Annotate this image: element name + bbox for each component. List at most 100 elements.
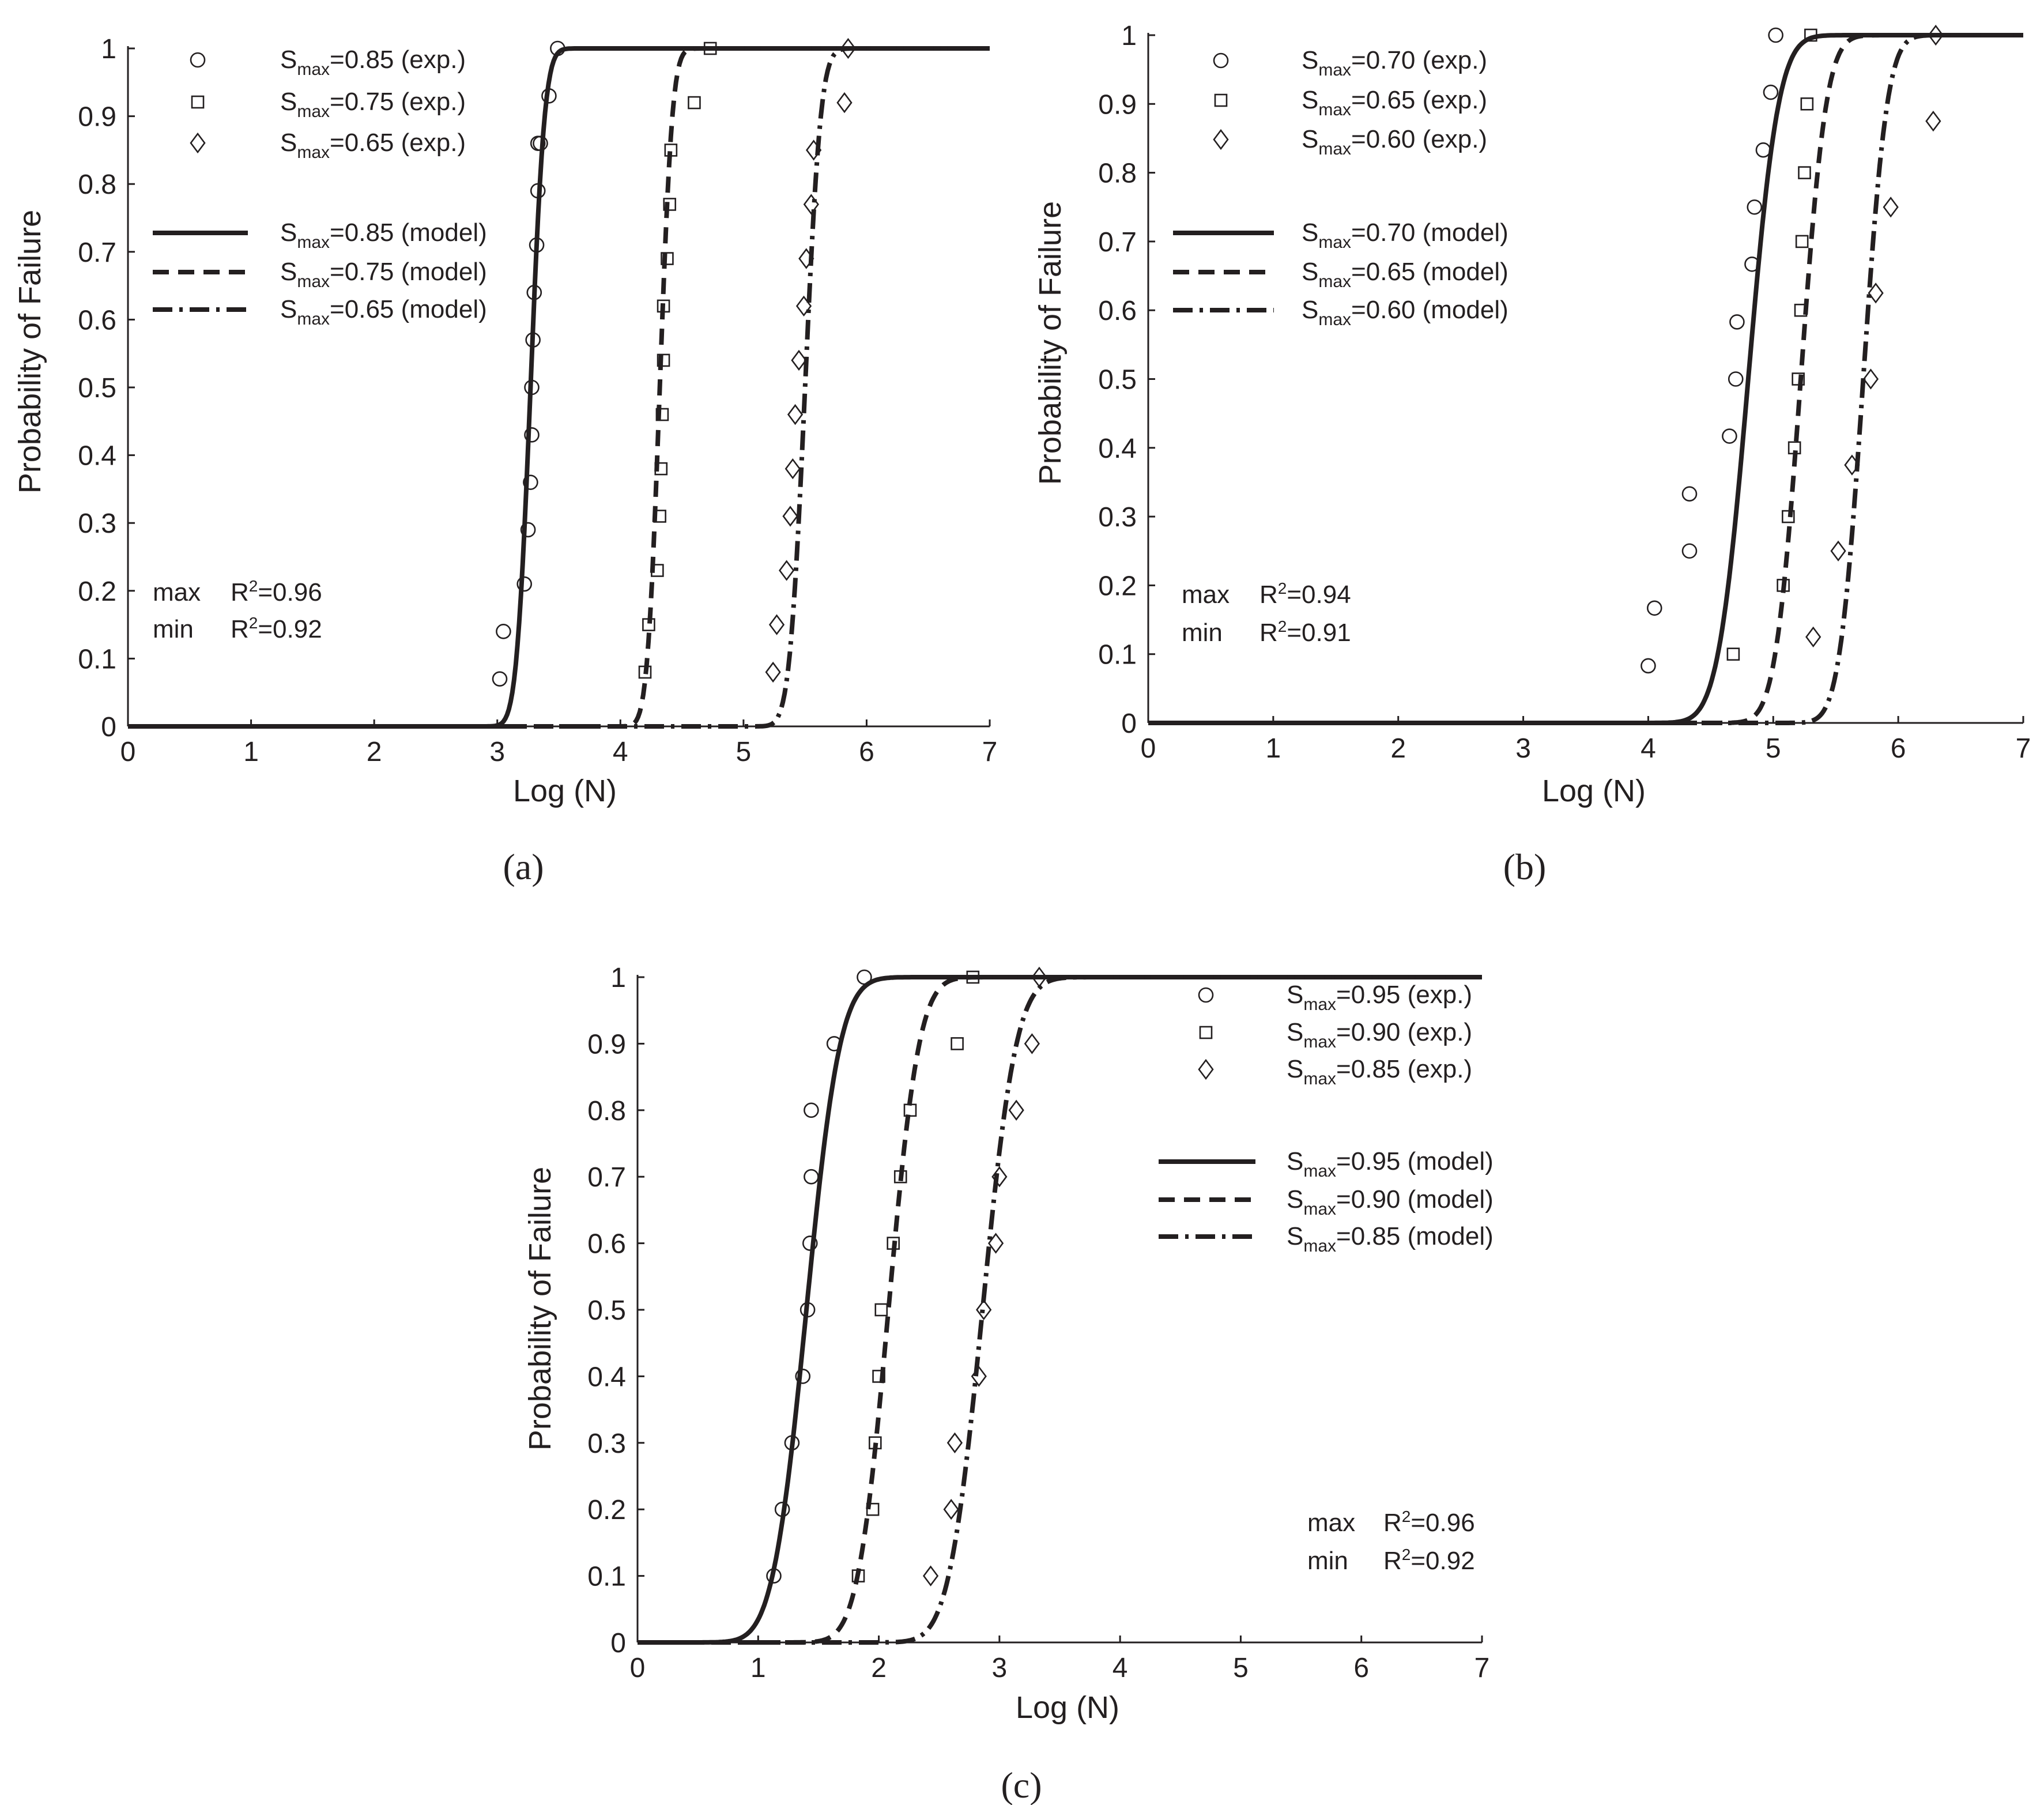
y-tick-label: 0.7 — [78, 238, 116, 268]
data-point-circle — [526, 285, 542, 300]
legend-marker-circle — [1213, 52, 1229, 69]
y-tick-label: 0 — [101, 712, 116, 743]
data-point-circle — [1763, 84, 1779, 100]
y-tick-label: 0.3 — [587, 1429, 626, 1459]
x-tick-label: 4 — [1641, 733, 1656, 764]
data-point-diamond — [836, 92, 853, 114]
legend-entry-exp: Smax=0.85 (exp.) — [280, 46, 466, 79]
data-point-square — [642, 618, 655, 631]
data-point-square — [966, 970, 980, 984]
y-tick-label: 0 — [1121, 709, 1137, 739]
legend-marker-square — [1199, 1026, 1213, 1039]
panel-label: (b) — [1503, 846, 1547, 887]
y-tick-label: 0.9 — [78, 102, 116, 133]
y-tick-label: 1 — [610, 963, 626, 993]
x-tick-label: 5 — [1233, 1653, 1249, 1683]
data-point-diamond — [840, 37, 857, 59]
y-tick-label: 0.1 — [1098, 640, 1137, 670]
data-point-diamond — [1844, 454, 1860, 476]
data-point-circle — [857, 969, 872, 985]
y-tick-label: 0.1 — [587, 1562, 626, 1592]
data-point-square — [1792, 372, 1805, 386]
data-point-circle — [1747, 199, 1763, 215]
data-point-diamond — [782, 506, 798, 527]
data-point-square — [663, 198, 677, 211]
legend-entry-exp: Smax=0.75 (exp.) — [280, 88, 466, 121]
data-point-square — [1782, 510, 1795, 523]
data-point-diamond — [987, 1233, 1004, 1254]
legend-entry-exp: Smax=0.70 (exp.) — [1302, 46, 1487, 80]
y-tick-label: 0.7 — [587, 1162, 626, 1193]
legend-entry-model: Smax=0.70 (model) — [1302, 218, 1509, 252]
data-point-diamond — [1883, 197, 1899, 218]
x-tick-label: 1 — [751, 1653, 766, 1683]
data-point-square — [872, 1370, 885, 1383]
data-point-diamond — [803, 194, 819, 215]
y-tick-label: 1 — [101, 34, 116, 65]
x-tick-label: 3 — [489, 737, 505, 767]
legend-entry-model: Smax=0.60 (model) — [1302, 296, 1509, 329]
x-tick-label: 2 — [367, 737, 382, 767]
data-point-square — [664, 144, 678, 157]
data-point-circle — [802, 1235, 818, 1251]
data-point-square — [1798, 166, 1811, 179]
x-tick-label: 0 — [120, 737, 136, 767]
y-tick-label: 0.7 — [1098, 227, 1137, 258]
panel-label: (a) — [503, 846, 544, 887]
data-point-diamond — [1024, 1033, 1040, 1054]
y-tick-label: 0.4 — [78, 441, 116, 472]
data-point-square — [1795, 235, 1809, 248]
data-point-square — [703, 42, 717, 55]
data-point-circle — [533, 135, 548, 151]
chart-panel-1: 0 1 2 3 4 5 6 7 0 0.1 0.2 0.3 0.4 0.5 0.6 0.7 0.8 0.9 1 Log… — [13, 34, 997, 887]
data-point-circle — [529, 237, 545, 253]
model-curve-dashed — [1148, 33, 2023, 725]
data-point-circle — [826, 1036, 842, 1052]
chart-panel-3: 0 1 2 3 4 5 6 7 0 0.1 0.2 0.3 0.4 0.5 0.6 0.7 0.8 0.9 1 Log… — [523, 963, 1494, 1805]
stat-r-squared: R2=0.92 — [1383, 1546, 1475, 1575]
data-point-square — [653, 510, 666, 523]
legend-entry-exp: Smax=0.90 (exp.) — [1287, 1018, 1472, 1052]
y-axis-label: Probability of Failure — [1033, 201, 1068, 485]
y-tick-label: 0.6 — [1098, 296, 1137, 326]
x-tick-label: 1 — [1266, 733, 1281, 764]
legend-entry-exp: Smax=0.65 (exp.) — [1302, 86, 1487, 119]
data-point-diamond — [795, 295, 812, 317]
stat-label: max — [1307, 1509, 1355, 1537]
data-point-circle — [1744, 256, 1760, 272]
legend-entry-exp: Smax=0.95 (exp.) — [1287, 981, 1472, 1014]
data-point-square — [1777, 579, 1790, 592]
data-point-diamond — [946, 1432, 963, 1453]
legend-entry-model: Smax=0.90 (model) — [1287, 1185, 1494, 1219]
data-point-square — [1726, 647, 1740, 661]
x-tick-label: 7 — [2016, 733, 2031, 764]
x-tick-label: 1 — [243, 737, 259, 767]
data-point-diamond — [1928, 24, 1944, 46]
data-point-circle — [766, 1568, 782, 1584]
data-point-circle — [784, 1435, 800, 1451]
y-tick-label: 1 — [1121, 21, 1137, 51]
data-point-square — [688, 96, 701, 110]
data-point-circle — [804, 1102, 819, 1118]
legend-entry-model: Smax=0.65 (model) — [1302, 258, 1509, 291]
data-point-diamond — [1031, 966, 1047, 988]
stat-r-squared: R2=0.96 — [231, 577, 322, 606]
y-tick-label: 0.6 — [78, 305, 116, 336]
data-point-circle — [1641, 658, 1656, 674]
x-tick-label: 4 — [1112, 1653, 1128, 1683]
y-tick-label: 0.4 — [587, 1362, 626, 1392]
data-point-square — [655, 408, 669, 421]
stat-r-squared: R2=0.96 — [1383, 1508, 1475, 1537]
x-tick-label: 5 — [736, 737, 752, 767]
data-point-square — [651, 564, 664, 577]
data-point-circle — [530, 183, 546, 199]
x-axis-label: Log (N) — [1542, 774, 1646, 808]
data-point-square — [657, 299, 670, 313]
panel-label: (c) — [1001, 1765, 1042, 1805]
x-tick-label: 5 — [1766, 733, 1781, 764]
y-tick-label: 0.4 — [1098, 434, 1137, 464]
stat-label: max — [153, 578, 201, 606]
data-point-circle — [795, 1369, 811, 1384]
data-point-circle — [1681, 486, 1698, 502]
data-point-square — [638, 665, 652, 679]
